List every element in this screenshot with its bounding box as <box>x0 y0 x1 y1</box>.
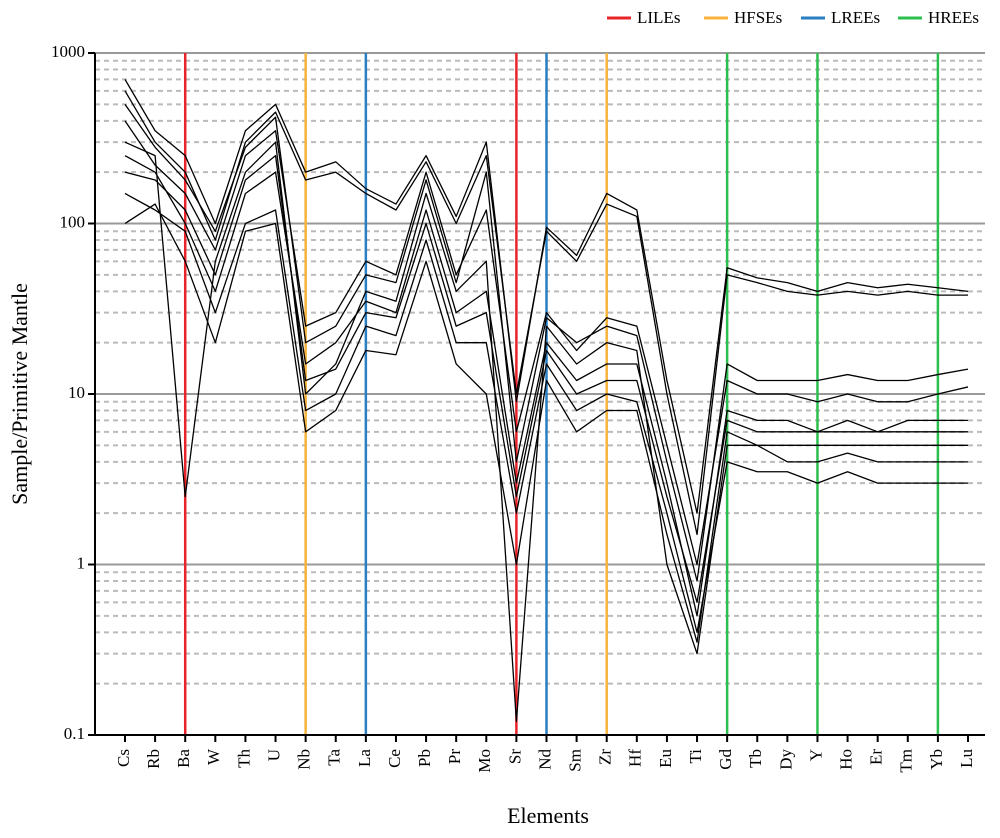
legend-label: LILEs <box>637 8 680 27</box>
x-tick-label: Tb <box>746 749 765 768</box>
y-axis-label: Sample/Primitive Mantle <box>7 283 32 505</box>
x-tick-label: Hf <box>626 749 645 767</box>
x-tick-label: Yb <box>927 749 946 770</box>
sample-line <box>124 203 968 643</box>
sample-line <box>124 155 968 617</box>
legend-label: HFSEs <box>734 8 782 27</box>
x-tick-label: Nd <box>535 749 554 770</box>
x-tick-label: Gd <box>716 749 735 770</box>
x-tick-label: Tm <box>897 749 916 773</box>
x-tick-label: Zr <box>596 749 615 765</box>
sample-line <box>124 79 969 514</box>
sample-line <box>124 141 968 723</box>
x-tick-label: Ce <box>385 749 404 768</box>
x-tick-label: Ti <box>686 749 705 764</box>
x-tick-label: Ho <box>836 749 855 770</box>
x-tick-label: Ba <box>174 749 193 768</box>
sample-line <box>124 192 968 633</box>
y-tick-label: 0.1 <box>64 724 85 743</box>
x-tick-label: Mo <box>475 749 494 773</box>
x-tick-label: Er <box>867 749 886 765</box>
sample-line <box>124 90 968 536</box>
x-tick-label: Cs <box>114 749 133 767</box>
y-tick-label: 1000 <box>51 42 85 61</box>
x-axis-label: Elements <box>507 803 589 828</box>
x-tick-label: Y <box>806 749 825 761</box>
x-tick-label: U <box>264 749 283 761</box>
x-tick-label: Lu <box>957 749 976 768</box>
x-tick-label: Ta <box>325 749 344 766</box>
x-tick-label: Sm <box>566 749 585 772</box>
x-tick-label: W <box>204 748 223 765</box>
y-tick-label: 10 <box>68 383 85 402</box>
x-tick-label: Dy <box>776 749 795 770</box>
x-tick-label: Th <box>234 749 253 768</box>
sample-line <box>124 103 969 582</box>
x-tick-label: Eu <box>656 749 675 768</box>
x-tick-label: Nb <box>295 749 314 770</box>
y-tick-label: 1 <box>77 553 86 572</box>
legend-label: HREEs <box>928 8 979 27</box>
x-tick-label: Rb <box>144 749 163 769</box>
x-tick-label: La <box>355 749 374 767</box>
legend-label: LREEs <box>831 8 880 27</box>
x-tick-label: Pb <box>415 749 434 767</box>
x-tick-label: Pr <box>445 749 464 764</box>
x-tick-label: Sr <box>505 749 524 764</box>
sample-line <box>124 120 969 566</box>
y-tick-label: 100 <box>60 212 86 231</box>
sample-line <box>124 155 968 603</box>
